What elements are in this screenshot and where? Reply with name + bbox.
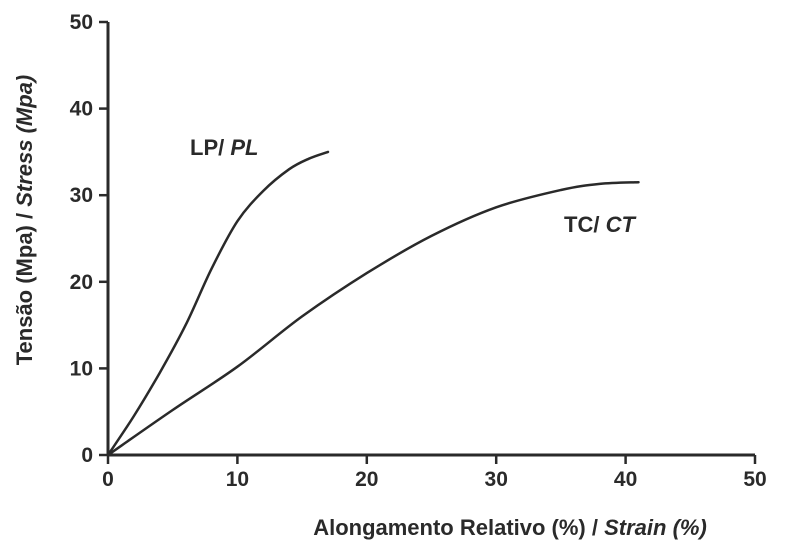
x-axis-title-italic: Strain (%) <box>604 515 707 540</box>
x-axis-title: Alongamento Relativo (%) / Strain (%) <box>313 515 707 540</box>
series-line-lp-pl <box>106 150 330 457</box>
y-tick-label: 10 <box>70 357 93 380</box>
x-tick-label: 50 <box>743 468 766 491</box>
y-tick-label: 30 <box>70 184 93 207</box>
y-tick-label: 20 <box>70 271 93 294</box>
y-axis-title-main: Tensão (Mpa) / <box>12 207 37 366</box>
series-label-tc-main: TC/ <box>564 212 606 237</box>
x-axis-title-main: Alongamento Relativo (%) / <box>313 515 604 540</box>
y-tick-label: 50 <box>70 11 93 34</box>
x-tick-label: 20 <box>355 468 378 491</box>
x-tick-label: 0 <box>102 468 114 491</box>
series-label-lp-italic: PL <box>230 135 258 160</box>
series-label-tc-ct: TC/ CT <box>564 212 636 237</box>
y-axis-title-italic: Stress (Mpa) <box>12 75 37 207</box>
x-tick-label: 40 <box>614 468 637 491</box>
y-axis-ticks: 0 10 20 30 40 50 <box>70 11 108 467</box>
y-tick-label: 40 <box>70 98 93 121</box>
series-label-tc-italic: CT <box>606 212 637 237</box>
y-axis-title: Tensão (Mpa) / Stress (Mpa) <box>12 75 37 366</box>
x-tick-label: 10 <box>226 468 249 491</box>
series-label-lp-main: LP/ <box>190 135 230 160</box>
x-tick-label: 30 <box>485 468 508 491</box>
series-group <box>106 150 640 457</box>
x-axis-ticks: 0 10 20 30 40 50 <box>102 455 767 491</box>
series-line-tc-ct <box>106 180 640 457</box>
y-tick-label: 0 <box>81 444 93 467</box>
series-label-lp-pl: LP/ PL <box>190 135 258 160</box>
